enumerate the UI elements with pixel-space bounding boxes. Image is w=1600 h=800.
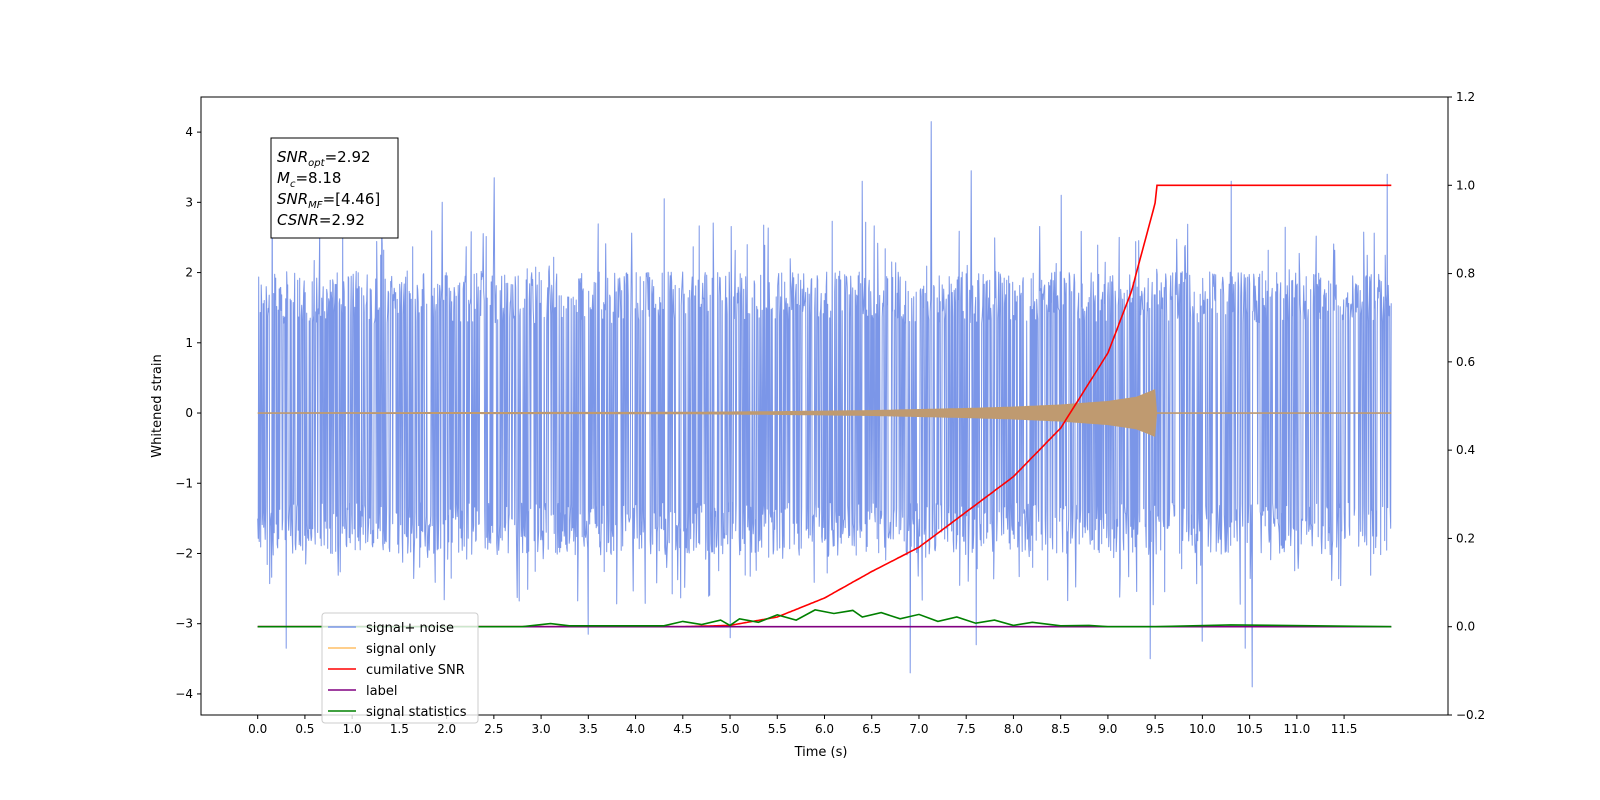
y-tick-label: −1 — [175, 476, 193, 490]
y2-tick-label: 0.8 — [1456, 267, 1475, 281]
x-tick-label: 6.5 — [862, 722, 881, 736]
y2-tick-label: 0.4 — [1456, 443, 1475, 457]
x-tick-label: 5.5 — [768, 722, 787, 736]
x-tick-label: 1.0 — [343, 722, 362, 736]
y-tick-label: −4 — [175, 687, 193, 701]
legend: signal+ noise signal only cumilative SNR la… — [321, 612, 479, 724]
y-tick-label: −2 — [175, 546, 193, 560]
legend-entry: signal+ noise — [366, 621, 454, 636]
x-tick-label: 10.5 — [1236, 722, 1263, 736]
y2-tick-label: 1.2 — [1456, 90, 1475, 104]
annotation-line: SNRopt=2.92 — [277, 148, 371, 169]
x-tick-label: 3.5 — [579, 722, 598, 736]
x-tick-label: 11.0 — [1283, 722, 1310, 736]
x-tick-label: 8.5 — [1051, 722, 1070, 736]
x-tick-label: 0.0 — [248, 722, 267, 736]
series-signal-noise-line — [257, 121, 1392, 688]
legend-entry: label — [366, 684, 397, 699]
x-axis: 0.0 0.5 1.0 1.5 2.0 2.5 3.0 3.5 4.0 4.5 5.0 5.5 6.0 6… — [248, 715, 1357, 736]
y2-tick-label: 0.2 — [1456, 531, 1475, 545]
annotation-line: CSNR=2.92 — [277, 211, 365, 229]
x-tick-label: 8.0 — [1004, 722, 1023, 736]
plot-area — [257, 121, 1392, 688]
annotation-line: SNRMF=[4.46] — [277, 190, 380, 211]
x-tick-label: 4.5 — [673, 722, 692, 736]
y-tick-label: −3 — [175, 617, 193, 631]
legend-entry: signal only — [366, 642, 436, 657]
x-axis-label: Time (s) — [794, 745, 848, 760]
x-tick-label: 7.0 — [909, 722, 928, 736]
x-tick-label: 3.0 — [532, 722, 551, 736]
x-tick-label: 10.0 — [1189, 722, 1216, 736]
x-tick-label: 9.5 — [1146, 722, 1165, 736]
x-tick-label: 7.5 — [957, 722, 976, 736]
y-tick-label: 3 — [185, 195, 193, 209]
y-axis-left: 4 3 2 1 0 −1 −2 −3 −4 — [175, 125, 201, 701]
x-tick-label: 2.5 — [484, 722, 503, 736]
x-tick-label: 1.5 — [390, 722, 409, 736]
y-tick-label: 0 — [185, 406, 193, 420]
y-axis-label: Whitened strain — [150, 354, 165, 457]
y2-tick-label: −0.2 — [1456, 708, 1485, 722]
x-tick-label: 11.5 — [1331, 722, 1358, 736]
y2-tick-label: 0.6 — [1456, 355, 1475, 369]
y-tick-label: 4 — [185, 125, 193, 139]
y-tick-label: 1 — [185, 336, 193, 350]
annotation-line: Mc=8.18 — [277, 169, 341, 190]
y-tick-label: 2 — [185, 266, 193, 280]
legend-entry: cumilative SNR — [366, 663, 465, 678]
x-tick-label: 6.0 — [815, 722, 834, 736]
series-signal-statistics-line — [257, 609, 1392, 628]
x-tick-label: 5.0 — [720, 722, 739, 736]
x-tick-label: 4.0 — [626, 722, 645, 736]
y-axis-right: 1.2 1.0 0.8 0.6 0.4 0.2 0.0 −0.2 — [1448, 90, 1485, 722]
x-tick-label: 2.0 — [437, 722, 456, 736]
series-signal-only-line — [257, 389, 1392, 437]
y2-tick-label: 1.0 — [1456, 178, 1475, 192]
x-tick-label: 9.0 — [1098, 722, 1117, 736]
y2-tick-label: 0.0 — [1456, 620, 1475, 634]
legend-entry: signal statistics — [366, 705, 467, 720]
x-tick-label: 0.5 — [295, 722, 314, 736]
